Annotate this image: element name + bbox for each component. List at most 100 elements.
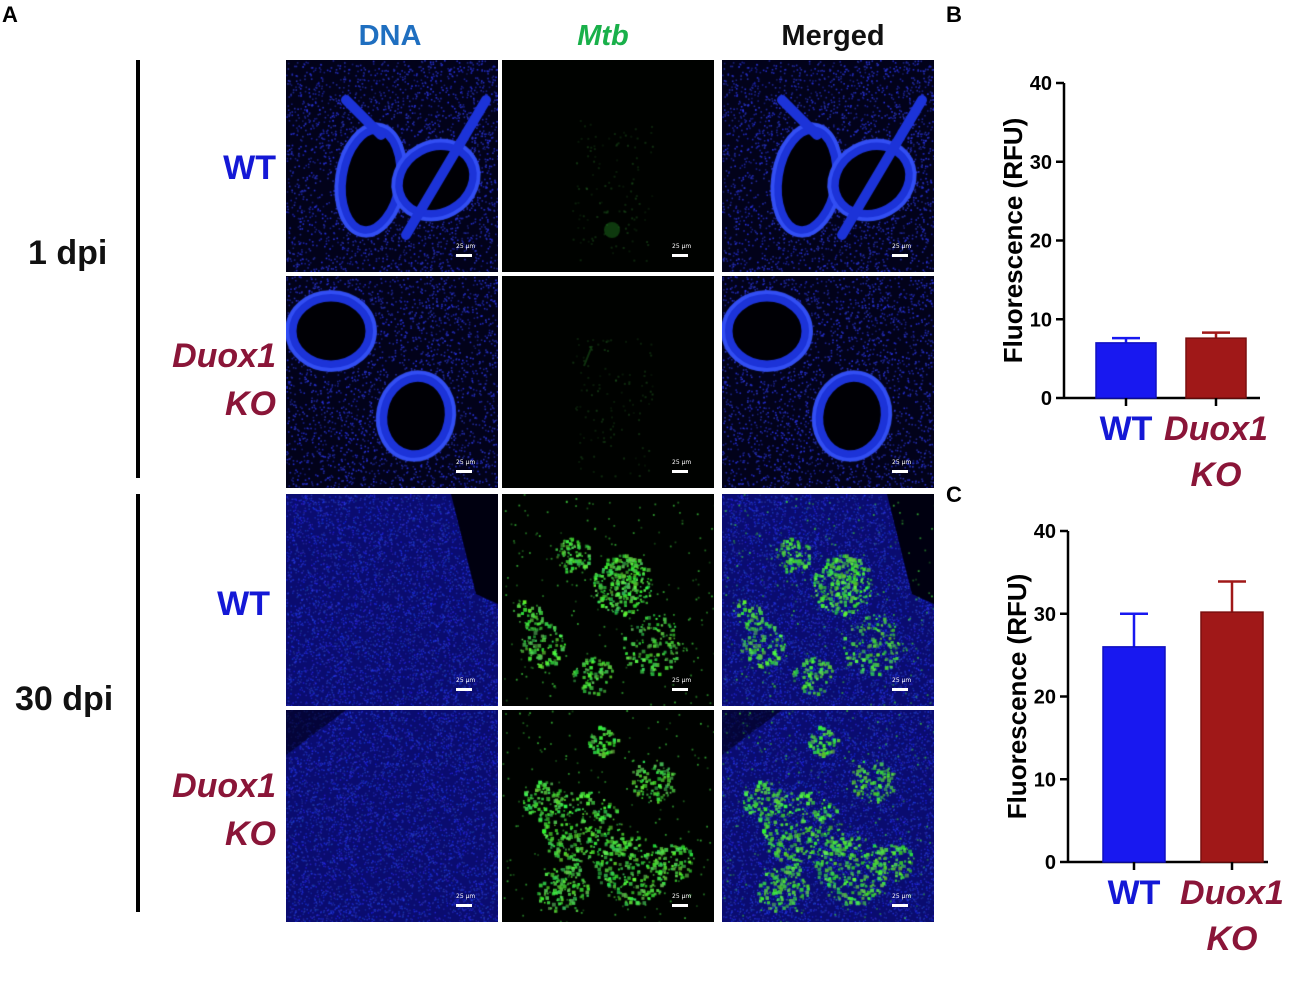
bar <box>1200 611 1264 863</box>
time-label-1dpi: 1 dpi <box>28 234 108 272</box>
x-category-label: KO <box>1207 920 1258 958</box>
bar <box>1095 342 1157 399</box>
scale-bar-label: 25 μm <box>892 893 912 900</box>
scale-bar: 25 μm <box>672 677 692 694</box>
y-tick-label: 30 <box>1034 604 1056 626</box>
scale-bar: 25 μm <box>672 243 691 260</box>
scale-bar-label: 25 μm <box>456 243 476 250</box>
image-30dpi-ko-mtb: 25 μm <box>502 710 714 922</box>
bar-chart-b: 0 10 20 30 40 Fluorescence (RFU) WT Duox1 KO <box>998 73 1268 490</box>
scale-bar: 25 μm <box>672 893 692 910</box>
row-label-ko-line2: KO <box>225 385 276 423</box>
time-label-30dpi: 30 dpi <box>15 680 114 718</box>
scale-bar-label: 25 μm <box>892 677 912 684</box>
micrograph-canvas <box>722 710 934 922</box>
micrograph-canvas <box>502 494 714 706</box>
y-tick-label: 10 <box>1030 309 1052 331</box>
column-heading-mtb: Mtb <box>577 20 629 52</box>
micrograph-canvas <box>286 710 498 922</box>
scale-bar: 25 μm <box>456 243 476 260</box>
micrograph-canvas <box>502 710 714 922</box>
micrograph-canvas <box>722 60 934 272</box>
y-axis-label: Fluorescence (RFU) <box>998 118 1028 364</box>
micrograph-canvas <box>286 494 498 706</box>
panel-letter-b: B <box>946 2 962 27</box>
image-1dpi-wt-mtb: 25 μm <box>502 60 714 272</box>
y-tick-label: 40 <box>1030 73 1052 95</box>
image-30dpi-wt-merged: 25 μm <box>722 494 934 706</box>
x-category-label: WT <box>1100 410 1153 448</box>
y-tick-label: 0 <box>1045 852 1056 874</box>
scale-bar-label: 25 μm <box>456 677 476 684</box>
micrograph-canvas <box>722 276 934 488</box>
y-tick-label: 40 <box>1034 521 1056 543</box>
y-tick-label: 20 <box>1030 231 1052 253</box>
scale-bar: 25 μm <box>892 459 912 476</box>
row-label-ko-30dpi: Duox1 KO <box>126 762 276 858</box>
scale-bar-label: 25 μm <box>456 459 476 466</box>
micrograph-canvas <box>286 276 498 488</box>
scale-bar: 25 μm <box>892 243 912 260</box>
scale-bar-line <box>892 904 908 907</box>
y-axis-label: Fluorescence (RFU) <box>1002 574 1032 820</box>
image-1dpi-wt-merged: 25 μm <box>722 60 934 272</box>
scale-bar-line <box>456 688 472 691</box>
micrograph-canvas <box>722 494 934 706</box>
scale-bar-line <box>672 904 688 907</box>
y-tick-label: 10 <box>1034 769 1056 791</box>
panel-letter-a: A <box>2 2 18 27</box>
scale-bar: 25 μm <box>892 677 912 694</box>
scale-bar-label: 25 μm <box>672 459 692 466</box>
scale-bar-label: 25 μm <box>672 677 692 684</box>
bar <box>1185 337 1247 399</box>
scale-bar-line <box>456 254 472 257</box>
scale-bar-line <box>672 688 688 691</box>
row-label-ko-line1: Duox1 <box>172 767 276 805</box>
scale-bar: 25 μm <box>456 459 476 476</box>
y-tick-label: 0 <box>1041 388 1052 410</box>
scale-bar-line <box>892 688 908 691</box>
image-30dpi-ko-dna: 25 μm <box>286 710 498 922</box>
row-label-wt-30dpi: WT <box>217 585 270 623</box>
row-label-ko-1dpi: Duox1 KO <box>126 332 276 428</box>
column-heading-merged: Merged <box>781 20 885 52</box>
scale-bar-label: 25 μm <box>456 893 476 900</box>
scale-bar-line <box>672 470 688 473</box>
column-heading-dna: DNA <box>358 20 422 52</box>
scale-bar: 25 μm <box>456 893 476 910</box>
image-30dpi-wt-dna: 25 μm <box>286 494 498 706</box>
x-category-label: KO <box>1191 456 1242 490</box>
row-label-ko-line1: Duox1 <box>172 337 276 375</box>
micrograph-canvas <box>502 276 714 488</box>
scale-bar-line <box>456 470 472 473</box>
micrograph-canvas <box>286 60 498 272</box>
image-1dpi-ko-merged: 25 μm <box>722 276 934 488</box>
row-label-wt-1dpi: WT <box>223 149 276 187</box>
scale-bar: 25 μm <box>672 459 692 476</box>
scale-bar-label: 25 μm <box>892 243 912 250</box>
panel-letter-c: C <box>946 482 962 507</box>
y-tick-label: 30 <box>1030 152 1052 174</box>
scale-bar-label: 25 μm <box>672 893 692 900</box>
bar <box>1102 646 1166 863</box>
bracket-30dpi <box>136 494 140 912</box>
micrograph-canvas <box>502 60 714 272</box>
scale-bar: 25 μm <box>456 677 476 694</box>
x-category-label: WT <box>1108 874 1161 912</box>
image-1dpi-ko-mtb: 25 μm <box>502 276 714 488</box>
y-tick-label: 20 <box>1034 687 1056 709</box>
bar-chart-c: 0 10 20 30 40 Fluorescence (RFU) WT Duox1 KO <box>1002 521 1284 958</box>
x-category-label: Duox1 <box>1164 410 1268 448</box>
scale-bar: 25 μm <box>892 893 912 910</box>
scale-bar-label: 25 μm <box>892 459 912 466</box>
row-label-ko-line2: KO <box>225 815 276 853</box>
x-category-label: Duox1 <box>1180 874 1284 912</box>
scale-bar-line <box>456 904 472 907</box>
image-30dpi-ko-merged: 25 μm <box>722 710 934 922</box>
scale-bar-line <box>672 254 688 257</box>
scale-bar-line <box>892 470 908 473</box>
scale-bar-line <box>892 254 908 257</box>
image-30dpi-wt-mtb: 25 μm <box>502 494 714 706</box>
image-1dpi-wt-dna: 25 μm <box>286 60 498 272</box>
bracket-1dpi <box>136 60 140 478</box>
